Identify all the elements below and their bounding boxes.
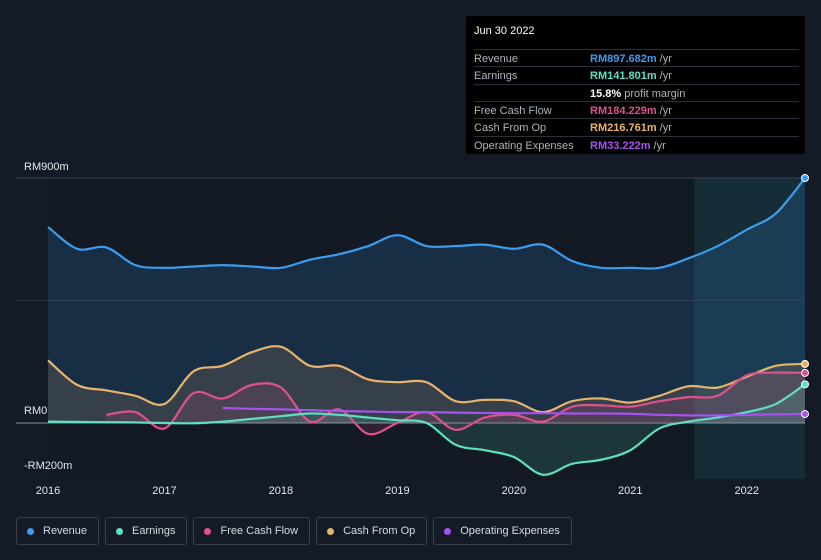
area-revenue — [48, 178, 805, 423]
tooltip-row: Earnings RM141.801m/yr — [474, 66, 799, 84]
tooltip-label: Revenue — [474, 53, 519, 65]
x-tick-label: 2020 — [501, 485, 527, 497]
legend-dot-icon — [444, 527, 452, 535]
legend-dot-icon — [204, 527, 212, 535]
tooltip-label: Operating Expenses — [474, 139, 574, 152]
x-tick-label: 2017 — [152, 485, 177, 497]
plot-area — [48, 178, 805, 479]
tooltip-label: Earnings — [474, 70, 518, 83]
series-line-operating-expenses — [222, 406, 806, 417]
tooltip-value-text: 15.8% — [590, 87, 622, 100]
series-line-free-cash-flow — [106, 371, 806, 436]
legend-item-earnings[interactable]: Earnings — [105, 517, 188, 545]
x-tick-label: 2022 — [734, 485, 759, 497]
tooltip-value: RM897.682m/yr — [590, 53, 672, 65]
tooltip-label: Cash From Op — [474, 122, 547, 135]
y-label-zero: RM0 — [24, 405, 48, 417]
legend: Revenue Earnings Free Cash Flow Cash From O… — [16, 517, 572, 545]
tooltip-value: 15.8% profit margin — [590, 88, 685, 100]
tooltip-row: Revenue RM897.682m/yr — [474, 49, 799, 67]
tooltip-unit: /yr — [653, 139, 666, 152]
tooltip-row: 15.8% profit margin — [474, 83, 799, 102]
tooltip-unit: /yr — [659, 104, 672, 117]
tooltip-value-text: RM216.761m — [590, 122, 657, 135]
x-tick-label: 2018 — [268, 485, 294, 497]
tooltip-label: Free Cash Flow — [474, 104, 552, 117]
tooltip-row: Cash From Op RM216.761m/yr — [474, 118, 799, 136]
legend-label: Free Cash Flow — [220, 525, 299, 537]
legend-item-revenue[interactable]: Revenue — [16, 517, 100, 545]
tooltip-value-text: RM33.222m — [590, 139, 651, 152]
tooltip-unit: /yr — [659, 70, 672, 83]
tooltip-unit: /yr — [659, 122, 672, 135]
tooltip-unit: /yr — [659, 53, 672, 65]
legend-label: Cash From Op — [343, 525, 416, 537]
legend-item-cash-from-op[interactable]: Cash From Op — [316, 517, 428, 545]
tooltip-value-text: RM897.682m — [590, 53, 657, 65]
legend-dot-icon — [27, 527, 34, 535]
legend-dot-icon — [116, 527, 124, 535]
series-line-revenue — [47, 177, 806, 270]
tooltip-value: RM184.229m/yr — [590, 105, 672, 117]
tooltip-value: RM141.801m/yr — [590, 70, 672, 82]
tooltip-value-text: RM141.801m — [590, 70, 657, 83]
y-label-bottom: -RM200m — [24, 460, 73, 472]
tooltip-date: Jun 30 2022 — [474, 25, 535, 37]
x-tick-label: 2019 — [385, 485, 410, 497]
series-line-cash-from-op — [47, 345, 806, 414]
tooltip-value: RM33.222m/yr — [590, 140, 666, 152]
area-cash-from-op — [48, 346, 805, 423]
x-tick-label: 2021 — [618, 485, 643, 497]
series-line-earnings — [47, 383, 806, 476]
endpoint-operating-expenses — [801, 410, 809, 419]
tooltip-value-text: RM184.229m — [590, 104, 657, 117]
area-earnings — [48, 384, 805, 475]
tooltip: Jun 30 2022 Revenue RM897.682m/yr Earnings… — [466, 16, 805, 154]
x-tick-label: 2016 — [35, 485, 61, 497]
legend-label: Revenue — [43, 525, 88, 537]
endpoint-earnings — [801, 380, 809, 389]
endpoint-revenue — [801, 174, 809, 182]
legend-label: Earnings — [132, 525, 176, 537]
tooltip-row: Free Cash Flow RM184.229m/yr — [474, 100, 799, 119]
tooltip-row: Operating Expenses RM33.222m/yr — [474, 135, 799, 154]
tooltip-value: RM216.761m/yr — [590, 122, 672, 134]
legend-item-free-cash-flow[interactable]: Free Cash Flow — [193, 517, 311, 545]
legend-item-operating-expenses[interactable]: Operating Expenses — [433, 517, 572, 545]
tooltip-unit: profit margin — [624, 87, 686, 100]
endpoint-cash-from-op — [801, 359, 809, 368]
y-label-top: RM900m — [24, 161, 69, 173]
legend-label: Operating Expenses — [460, 525, 560, 537]
endpoint-free-cash-flow — [801, 368, 809, 377]
legend-dot-icon — [327, 527, 335, 535]
